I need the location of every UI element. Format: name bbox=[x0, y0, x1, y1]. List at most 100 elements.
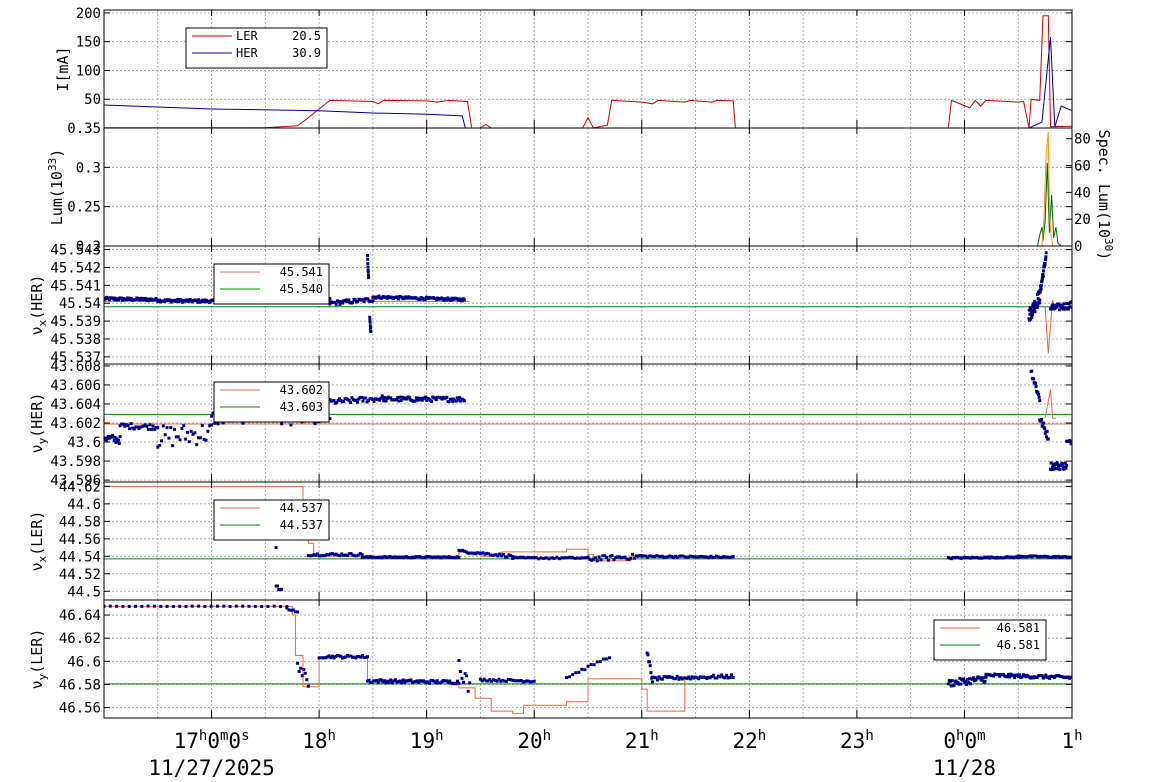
x-tick-label: 19h bbox=[410, 728, 444, 753]
data-point bbox=[1051, 465, 1055, 469]
data-point bbox=[1044, 251, 1048, 255]
legend-value: 43.602 bbox=[280, 383, 323, 397]
y-tick-label: 0.35 bbox=[67, 121, 101, 137]
data-point bbox=[508, 678, 512, 682]
data-point bbox=[372, 399, 376, 403]
data-point bbox=[403, 555, 407, 559]
data-point bbox=[978, 676, 982, 680]
data-point bbox=[410, 681, 414, 685]
data-point bbox=[1046, 437, 1050, 441]
data-point bbox=[454, 399, 458, 403]
data-point bbox=[466, 551, 470, 555]
data-point bbox=[140, 604, 144, 608]
data-point bbox=[185, 430, 189, 434]
data-point bbox=[159, 604, 163, 608]
data-point bbox=[241, 421, 245, 425]
data-point bbox=[182, 424, 186, 428]
data-point bbox=[293, 610, 297, 614]
data-point bbox=[645, 555, 649, 559]
data-point bbox=[174, 435, 178, 439]
data-point bbox=[702, 675, 706, 679]
y-tick-label: 44.62 bbox=[59, 479, 101, 495]
data-point bbox=[501, 678, 505, 682]
data-point bbox=[568, 675, 572, 679]
data-point bbox=[132, 427, 136, 431]
data-point bbox=[117, 298, 121, 302]
plot-area-current bbox=[104, 15, 1072, 128]
data-point bbox=[384, 681, 388, 685]
data-point bbox=[1070, 555, 1072, 559]
y-tick-label: 43.596 bbox=[50, 473, 101, 489]
data-point bbox=[114, 440, 118, 444]
y2-tick-label: 40 bbox=[1074, 185, 1091, 201]
data-point bbox=[726, 676, 730, 680]
data-point bbox=[379, 678, 383, 682]
data-point bbox=[448, 679, 452, 683]
data-point bbox=[366, 297, 370, 301]
data-point bbox=[200, 423, 204, 427]
data-point bbox=[449, 298, 453, 302]
data-point bbox=[409, 556, 413, 560]
data-point bbox=[451, 682, 455, 686]
data-point bbox=[693, 675, 697, 679]
data-point bbox=[452, 397, 456, 401]
data-point bbox=[383, 396, 387, 400]
data-point bbox=[366, 262, 370, 266]
data-point bbox=[414, 680, 418, 684]
data-point bbox=[135, 425, 139, 429]
y-tick-label: 45.539 bbox=[50, 314, 101, 330]
data-point bbox=[529, 680, 533, 684]
data-point bbox=[969, 682, 973, 686]
data-point bbox=[347, 552, 351, 556]
data-point bbox=[959, 556, 963, 560]
data-point bbox=[280, 422, 284, 426]
data-point bbox=[954, 679, 958, 683]
data-point bbox=[1038, 298, 1042, 302]
data-point bbox=[327, 654, 331, 658]
data-point bbox=[1044, 673, 1048, 677]
data-point bbox=[687, 675, 691, 679]
data-point bbox=[108, 604, 112, 608]
data-point bbox=[713, 676, 717, 680]
data-point bbox=[445, 395, 449, 399]
data-point bbox=[368, 324, 372, 328]
data-point bbox=[564, 676, 568, 680]
data-point bbox=[385, 556, 389, 560]
data-point bbox=[334, 302, 338, 306]
data-point bbox=[658, 555, 662, 559]
data-point bbox=[397, 297, 401, 301]
data-point bbox=[139, 425, 143, 429]
y-tick-label: 45.541 bbox=[50, 278, 101, 294]
data-point bbox=[1029, 307, 1033, 311]
data-point bbox=[446, 680, 450, 684]
data-point bbox=[951, 555, 955, 559]
data-point bbox=[1040, 417, 1044, 421]
data-point bbox=[1039, 287, 1043, 291]
data-point bbox=[375, 556, 379, 560]
data-point bbox=[605, 555, 609, 559]
data-point bbox=[618, 555, 622, 559]
data-point bbox=[948, 679, 952, 683]
data-point bbox=[1044, 258, 1048, 262]
data-point bbox=[407, 678, 411, 682]
data-point bbox=[329, 656, 333, 660]
y-tick-label: 44.58 bbox=[59, 514, 101, 530]
data-point bbox=[988, 556, 992, 560]
data-point bbox=[408, 556, 412, 560]
data-point bbox=[967, 556, 971, 560]
data-point bbox=[371, 299, 375, 303]
data-point bbox=[679, 554, 683, 558]
x-tick-label: 18h bbox=[302, 728, 336, 753]
data-point bbox=[420, 398, 424, 402]
data-point bbox=[328, 397, 332, 401]
data-point bbox=[525, 679, 529, 683]
data-point bbox=[1055, 462, 1059, 466]
data-point bbox=[193, 431, 197, 435]
data-point bbox=[640, 554, 644, 558]
data-point bbox=[450, 555, 454, 559]
data-point bbox=[517, 679, 521, 683]
data-point bbox=[651, 680, 655, 684]
data-point bbox=[325, 552, 329, 556]
data-point bbox=[202, 437, 206, 441]
data-point bbox=[335, 654, 339, 658]
